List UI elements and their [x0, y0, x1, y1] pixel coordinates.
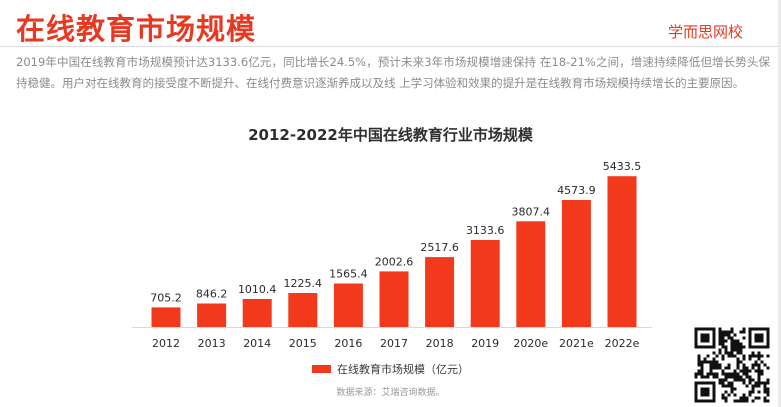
x-tick-2022e: 2022e [605, 337, 640, 350]
x-tick-2015: 2015 [289, 337, 317, 350]
x-tick-2018: 2018 [426, 337, 454, 350]
bar-2012 [151, 307, 181, 327]
legend-swatch [312, 365, 331, 373]
x-tick-2013: 2013 [198, 337, 226, 350]
data-source-note: 数据来源：艾瑞咨询数据。 [336, 388, 445, 398]
x-tick-2019: 2019 [471, 337, 499, 350]
title-divider [0, 46, 781, 47]
bar-2021e [561, 200, 591, 327]
chart-title: 2012-2022年中国在线教育行业市场规模 [248, 126, 533, 144]
bar-2016 [333, 283, 363, 327]
data-label-2019: 3133.6 [466, 224, 505, 237]
bar-2022e [607, 176, 637, 327]
x-tick-2017: 2017 [380, 337, 408, 350]
bar-2014 [242, 299, 272, 327]
bar-chart: 705.2 2012 846.2 2013 1010.4 2014 1225.4 2015 15… [132, 160, 652, 350]
bar-2013 [197, 303, 227, 327]
slide-description: 2019年中国在线教育市场规模预计达3133.6亿元，同比增长24.5%，预计未… [16, 55, 770, 90]
data-label-2018: 2517.6 [420, 241, 459, 254]
data-label-2015: 1225.4 [284, 277, 323, 290]
qr-code-icon [693, 326, 771, 404]
data-label-2013: 846.2 [196, 288, 228, 301]
x-tick-2012: 2012 [152, 337, 180, 350]
data-label-2022e: 5433.5 [603, 160, 642, 173]
bar-2020e [516, 221, 546, 327]
data-label-2020e: 3807.4 [512, 205, 551, 218]
data-label-2012: 705.2 [150, 291, 182, 304]
x-tick-2020e: 2020e [513, 337, 548, 350]
brand-logo-text: 学而思网校 [668, 23, 744, 41]
data-label-2017: 2002.6 [375, 255, 414, 268]
x-tick-2021e: 2021e [559, 337, 594, 350]
bar-2018 [425, 257, 455, 327]
legend-label: 在线教育市场规模（亿元） [337, 363, 469, 376]
chart-legend: 在线教育市场规模（亿元） [0, 361, 781, 377]
qr-code-pattern [694, 327, 770, 403]
bar-2015 [288, 293, 318, 327]
x-tick-2014: 2014 [243, 337, 271, 350]
bar-2019 [470, 240, 500, 327]
data-label-2016: 1565.4 [329, 268, 368, 281]
x-tick-2016: 2016 [334, 337, 362, 350]
data-label-2014: 1010.4 [238, 283, 277, 296]
bar-2017 [379, 271, 409, 327]
data-label-2021e: 4573.9 [557, 184, 596, 197]
slide-title: 在线教育市场规模 [16, 12, 257, 46]
